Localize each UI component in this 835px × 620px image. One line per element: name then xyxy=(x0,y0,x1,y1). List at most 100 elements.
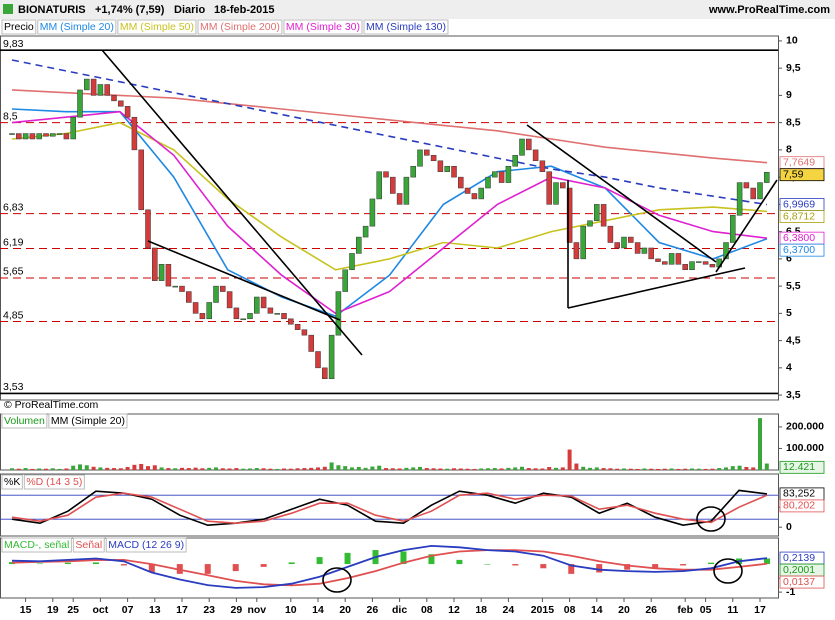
candle xyxy=(267,307,274,314)
volume-bar xyxy=(513,467,518,470)
x-tick-label: 11 xyxy=(727,604,738,616)
level-label: 6,83 xyxy=(3,201,24,213)
candle xyxy=(505,165,512,183)
x-tick-label: 13 xyxy=(149,604,161,616)
macd-histogram-bar xyxy=(148,564,155,573)
candle xyxy=(743,182,750,189)
candle xyxy=(451,165,457,178)
macd-histogram-bar xyxy=(596,564,603,573)
volume-bar xyxy=(642,468,647,470)
macd-line xyxy=(11,549,768,587)
candle xyxy=(322,367,328,379)
volume-bar xyxy=(30,468,35,470)
volume-bar xyxy=(275,468,280,470)
trendline xyxy=(526,124,717,263)
volume-bar xyxy=(207,467,212,470)
candle xyxy=(36,133,42,140)
value-label-box xyxy=(779,575,825,589)
copyright: © ProRealTime.com xyxy=(4,399,99,411)
legend-box xyxy=(37,19,117,35)
volume-bar xyxy=(411,467,416,470)
candle xyxy=(430,155,437,162)
y-tick-label: 10 xyxy=(786,35,798,47)
volume-bar xyxy=(234,468,239,470)
legend-label: MM (Simple 20) xyxy=(40,21,114,33)
x-tick-label: 08 xyxy=(421,604,433,616)
candle xyxy=(723,242,729,260)
legend-label: MM (Simple 20) xyxy=(51,415,125,427)
legend-box xyxy=(363,19,449,35)
x-tick-label: 17 xyxy=(176,604,188,616)
volume-bar xyxy=(295,468,300,470)
x-tick-label: 29 xyxy=(231,604,243,616)
volume-bar xyxy=(662,468,667,470)
candle xyxy=(294,324,301,330)
candle xyxy=(9,133,15,135)
volume-bar xyxy=(540,468,545,470)
volume-bar xyxy=(180,467,184,470)
volume-bar xyxy=(622,468,626,470)
macd-histogram-bar xyxy=(64,562,71,565)
macd-histogram-bar xyxy=(400,551,407,565)
x-tick-label: 20 xyxy=(339,604,351,616)
legend-box xyxy=(105,537,187,553)
volume-bar xyxy=(472,468,477,470)
macd-histogram-bar xyxy=(9,562,15,565)
candle xyxy=(29,133,36,140)
volume-bar xyxy=(533,468,538,470)
macd-histogram-bar xyxy=(204,564,211,574)
volume-bar xyxy=(710,468,715,470)
highlight-circle xyxy=(713,558,743,584)
legend-label: MM (Simple 50) xyxy=(120,21,194,33)
candle xyxy=(260,296,267,309)
macd-histogram-bar xyxy=(120,564,127,566)
volume-bar xyxy=(241,468,246,470)
macd-histogram-bar xyxy=(484,564,491,565)
macd-histogram-bar xyxy=(260,564,267,567)
candle xyxy=(560,182,566,189)
volume-bar xyxy=(737,465,742,470)
moving-average xyxy=(11,108,768,317)
x-tick-label: 15 xyxy=(20,604,32,616)
macd-histogram-bar xyxy=(540,564,547,569)
volume-bar xyxy=(146,466,150,470)
trendline xyxy=(567,267,746,309)
candle xyxy=(70,116,76,140)
candle xyxy=(22,133,29,140)
volume-bar xyxy=(588,467,592,470)
volume-bar xyxy=(384,468,388,470)
value-label: 6,3800 xyxy=(783,232,815,244)
volume-bar xyxy=(23,468,28,470)
x-tick-label: 24 xyxy=(503,604,515,616)
stochastic-line xyxy=(11,492,768,525)
volume-bar xyxy=(16,468,21,470)
candle xyxy=(580,225,586,260)
volume-bar xyxy=(105,467,110,470)
x-tick-label: 23 xyxy=(203,604,215,616)
candle xyxy=(328,334,335,379)
volume-bar xyxy=(322,466,327,470)
legend-label: Señal xyxy=(75,539,102,551)
legend-box xyxy=(48,413,128,429)
candle xyxy=(383,171,389,178)
change: +1,74% (7,59) xyxy=(95,4,165,16)
candle xyxy=(498,171,505,183)
moving-average xyxy=(11,110,768,315)
volume-bar xyxy=(44,468,48,470)
x-tick-label: 18 xyxy=(475,604,487,616)
header-bar xyxy=(0,0,835,19)
volume-bar xyxy=(261,468,266,470)
candle xyxy=(145,209,151,249)
candle xyxy=(131,116,138,151)
x-tick-label: nov xyxy=(247,604,266,616)
volume-bar xyxy=(656,468,660,470)
candle xyxy=(587,220,593,227)
value-label: 0,2139 xyxy=(783,552,815,564)
site: www.ProRealTime.com xyxy=(708,4,830,16)
y-tick-label: 8,5 xyxy=(786,116,801,128)
legend-box xyxy=(117,19,197,35)
volume-bar xyxy=(479,468,484,470)
moving-average xyxy=(11,89,768,164)
value-label-box xyxy=(779,243,825,257)
